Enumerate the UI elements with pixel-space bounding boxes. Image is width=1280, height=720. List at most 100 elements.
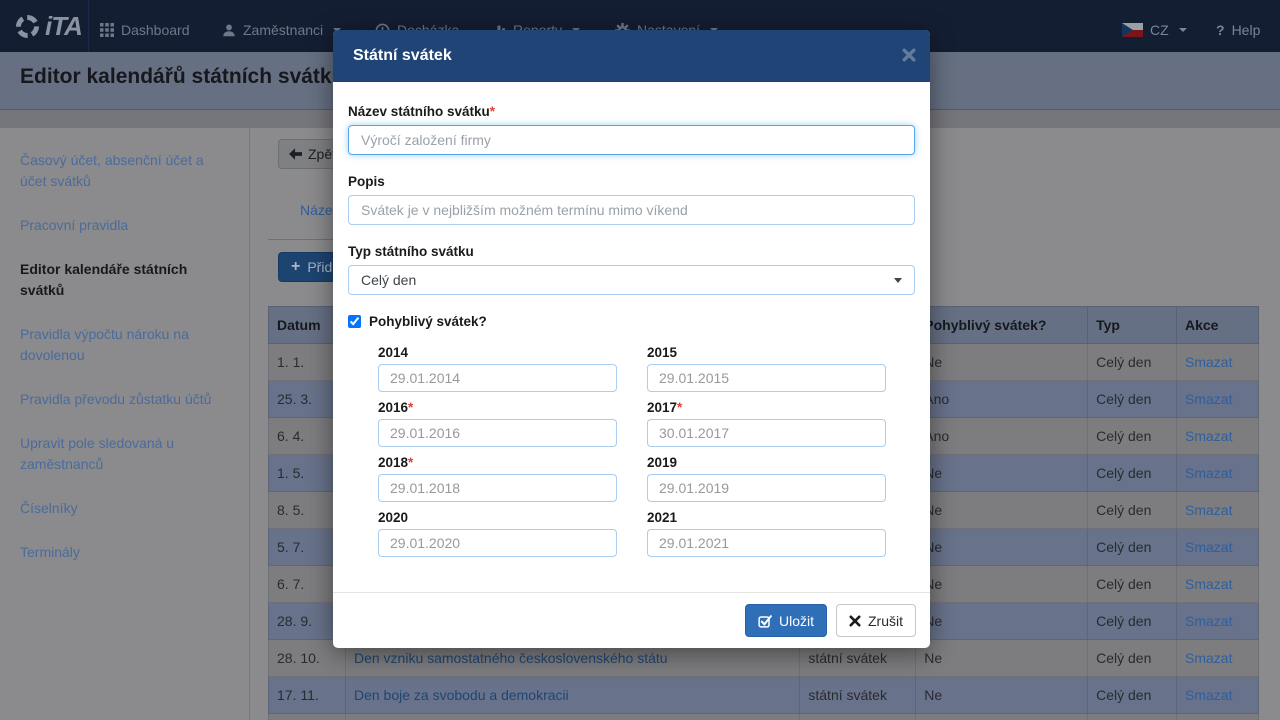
cancel-button[interactable]: Zrušit — [836, 604, 916, 637]
sidebar-item-pravidla-vypoctu[interactable]: Pravidla výpočtu nároku na dovolenou — [20, 326, 189, 363]
cell-pohyblivy — [915, 713, 1089, 720]
cell-typ: Celý den — [1087, 639, 1177, 677]
year-field: 2018* — [378, 455, 617, 502]
table-row — [268, 713, 1259, 720]
cell-datum: 5. 7. — [268, 528, 346, 566]
calendar-list-header[interactable]: Název — [300, 202, 340, 218]
cell-datum: 25. 3. — [268, 380, 346, 418]
year-date-input-2015[interactable] — [647, 364, 886, 392]
delete-link[interactable]: Smazat — [1185, 428, 1233, 444]
modal-footer: Uložit Zrušit — [333, 592, 930, 648]
cell-pohyblivy: Ano — [915, 417, 1089, 455]
holiday-name-link[interactable]: Den boje za svobodu a demokracii — [353, 687, 569, 703]
cell-datum: 1. 5. — [268, 454, 346, 492]
app-logo[interactable]: iTA — [16, 0, 83, 52]
col-typ: Typ — [1087, 306, 1177, 344]
cell-datum: 17. 11. — [268, 676, 346, 714]
year-date-input-2019[interactable] — [647, 474, 886, 502]
cell-typ: Celý den — [1087, 491, 1177, 529]
year-field: 2019 — [647, 455, 886, 502]
modal-title: Státní svátek — [353, 47, 452, 64]
nav-item-dashboard[interactable]: Dashboard — [100, 0, 190, 52]
year-date-input-2017[interactable] — [647, 419, 886, 447]
delete-link[interactable]: Smazat — [1185, 539, 1233, 555]
question-icon: ? — [1216, 22, 1225, 38]
movable-checkbox-label: Pohyblivý svátek? — [369, 314, 487, 329]
holiday-modal: Státní svátek Název státního svátku* Pop… — [333, 30, 930, 648]
cell-pohyblivy: Ne — [915, 565, 1089, 603]
cell-typ: Celý den — [1087, 565, 1177, 603]
language-selector[interactable]: CZ — [1122, 0, 1187, 52]
movable-checkbox-row: Pohyblivý svátek? — [348, 314, 915, 329]
delete-link[interactable]: Smazat — [1185, 465, 1233, 481]
cell-typ: Celý den — [1087, 454, 1177, 492]
help-label: Help — [1231, 22, 1261, 38]
settings-sidebar: Časový účet, absenční účet a účet svátků… — [0, 128, 250, 720]
cell-datum: 6. 4. — [268, 417, 346, 455]
nav-item-zamestnanci[interactable]: Zaměstnanci — [222, 0, 342, 52]
save-button[interactable]: Uložit — [744, 604, 827, 637]
year-field: 2020 — [378, 510, 617, 557]
type-select[interactable]: Celý den — [348, 265, 915, 295]
arrow-left-icon — [289, 148, 302, 160]
year-field: 2015 — [647, 345, 886, 392]
cell-datum: 8. 5. — [268, 491, 346, 529]
year-field: 2014 — [378, 345, 617, 392]
sidebar-item-editor-kalendare[interactable]: Editor kalendáře státních svátků — [20, 261, 188, 298]
cz-flag-icon — [1122, 23, 1143, 37]
required-mark: * — [408, 400, 414, 415]
delete-link[interactable]: Smazat — [1185, 391, 1233, 407]
sidebar-item-pracovni-pravidla[interactable]: Pracovní pravidla — [20, 217, 129, 233]
year-field: 2021 — [647, 510, 886, 557]
cell-typ: Celý den — [1087, 417, 1177, 455]
required-mark: * — [677, 400, 683, 415]
year-field: 2016* — [378, 400, 617, 447]
col-akce: Akce — [1176, 306, 1259, 344]
sidebar-item-terminaly[interactable]: Terminály — [20, 544, 80, 560]
cell-typ-svatku: státní svátek — [799, 676, 917, 714]
col-pohyblivy: Pohyblivý svátek? — [915, 306, 1089, 344]
required-mark: * — [408, 455, 414, 470]
sidebar-item-ciselniky[interactable]: Číselníky — [20, 500, 78, 516]
sidebar-item-upravit-pole[interactable]: Upravit pole sledovaná u zaměstnanců — [20, 435, 175, 472]
year-date-input-2020[interactable] — [378, 529, 617, 557]
close-icon[interactable] — [902, 48, 916, 67]
delete-link[interactable]: Smazat — [1185, 502, 1233, 518]
help-button[interactable]: ? Help — [1216, 0, 1260, 52]
description-field-group: Popis — [348, 174, 915, 225]
check-square-icon — [758, 614, 772, 628]
year-date-input-2021[interactable] — [647, 529, 886, 557]
cell-datum: 28. 9. — [268, 602, 346, 640]
cell-pohyblivy: Ne — [915, 454, 1089, 492]
holiday-name-link[interactable]: Den vzniku samostatného československého… — [353, 650, 668, 666]
cell-datum: 6. 7. — [268, 565, 346, 603]
logo-ring-icon — [16, 14, 39, 38]
year-date-input-2016[interactable] — [378, 419, 617, 447]
cell-typ: Celý den — [1087, 380, 1177, 418]
movable-checkbox[interactable] — [348, 315, 361, 328]
page-title: Editor kalendářů státních svátků — [20, 65, 345, 88]
plus-icon: + — [291, 258, 301, 275]
cell-pohyblivy: Ano — [915, 380, 1089, 418]
navbar-divider — [88, 0, 89, 52]
sidebar-item-casovy-ucet[interactable]: Časový účet, absenční účet a účet svátků — [20, 152, 204, 189]
delete-link[interactable]: Smazat — [1185, 687, 1233, 703]
delete-link[interactable]: Smazat — [1185, 613, 1233, 629]
sidebar-item-pravidla-prevodu[interactable]: Pravidla převodu zůstatku účtů — [20, 391, 212, 407]
year-date-input-2014[interactable] — [378, 364, 617, 392]
delete-link[interactable]: Smazat — [1185, 576, 1233, 592]
delete-link[interactable]: Smazat — [1185, 650, 1233, 666]
type-field-label: Typ státního svátku — [348, 244, 474, 259]
cell-pohyblivy: Ne — [915, 491, 1089, 529]
name-field-label: Název státního svátku* — [348, 104, 496, 119]
cell-datum — [268, 713, 346, 720]
year-date-input-2018[interactable] — [378, 474, 617, 502]
year-dates-grid: 2014 2015 2016* 2017* 2018* 2019 — [378, 345, 915, 565]
delete-link[interactable]: Smazat — [1185, 354, 1233, 370]
name-input[interactable] — [348, 125, 915, 155]
modal-body: Název státního svátku* Popis Typ státníh… — [333, 82, 930, 565]
save-label: Uložit — [778, 612, 814, 629]
description-input[interactable] — [348, 195, 915, 225]
nav-label: Dashboard — [121, 22, 190, 38]
description-field-label: Popis — [348, 174, 385, 189]
